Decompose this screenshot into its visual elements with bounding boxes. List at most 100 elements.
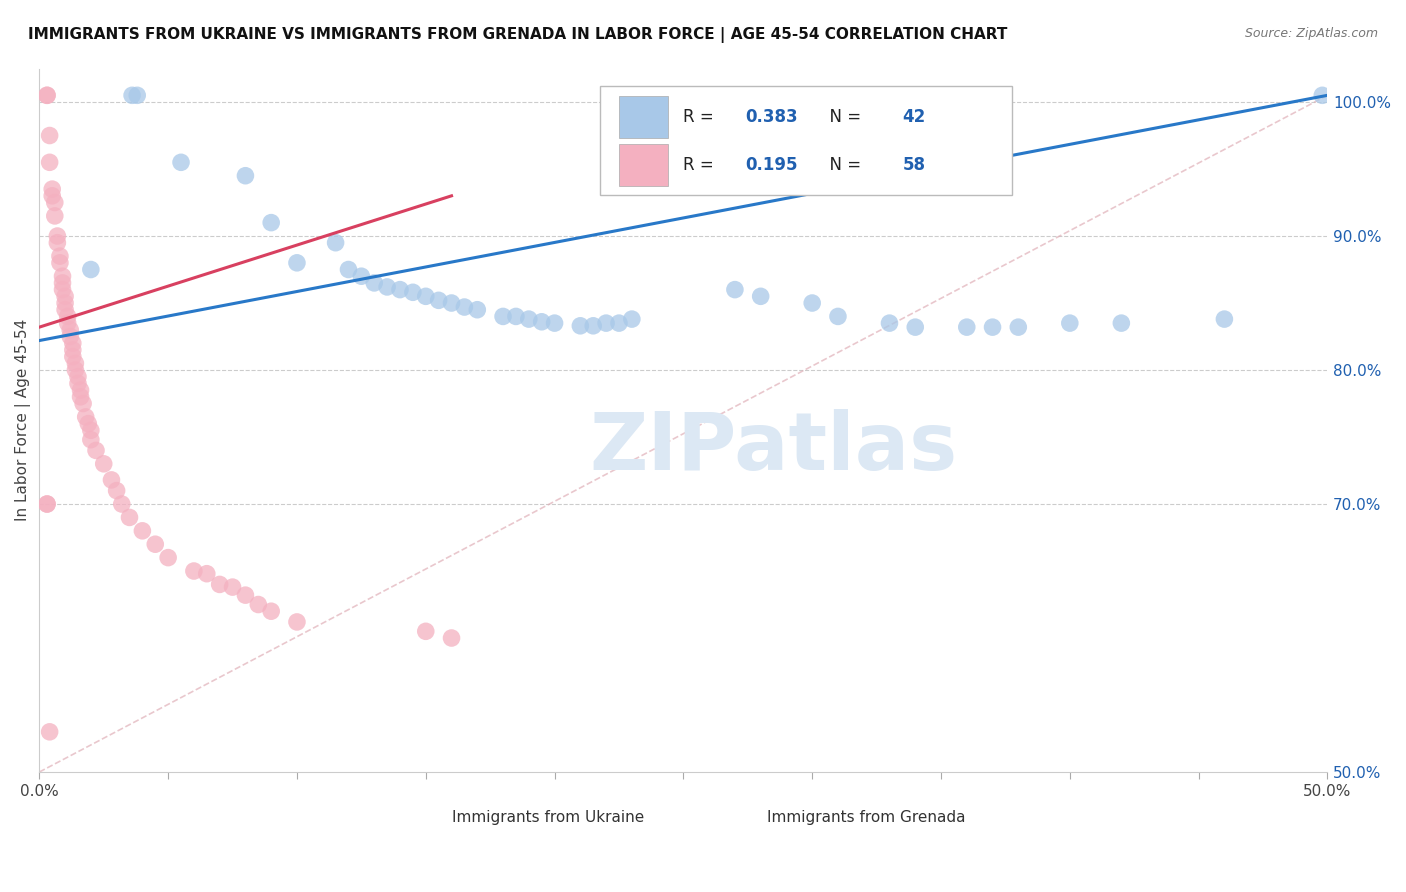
Point <box>285 256 308 270</box>
FancyBboxPatch shape <box>723 804 758 830</box>
Point <box>49 256 72 270</box>
Point <box>260 216 283 230</box>
Point <box>44 195 66 210</box>
Text: IMMIGRANTS FROM UKRAINE VS IMMIGRANTS FROM GRENADA IN LABOR FORCE | AGE 45-54 CO: IMMIGRANTS FROM UKRAINE VS IMMIGRANTS FR… <box>28 27 1008 43</box>
Point <box>195 566 218 581</box>
Point <box>100 473 122 487</box>
Point <box>724 283 747 297</box>
Point <box>53 289 76 303</box>
Point <box>69 390 91 404</box>
Point <box>51 283 73 297</box>
Point <box>53 302 76 317</box>
Point <box>1310 88 1333 103</box>
Point <box>65 363 87 377</box>
Point <box>93 457 115 471</box>
Point <box>80 262 103 277</box>
Y-axis label: In Labor Force | Age 45-54: In Labor Force | Age 45-54 <box>15 319 31 522</box>
Point <box>69 383 91 397</box>
Point <box>56 310 79 324</box>
Point <box>80 423 103 437</box>
Point <box>247 598 270 612</box>
Point <box>143 537 166 551</box>
Point <box>363 276 385 290</box>
Point <box>118 510 141 524</box>
Point <box>41 182 63 196</box>
Point <box>208 577 231 591</box>
Point <box>904 320 927 334</box>
Point <box>543 316 565 330</box>
Point <box>131 524 153 538</box>
Point <box>492 310 515 324</box>
Point <box>66 369 89 384</box>
Text: N =: N = <box>818 155 866 174</box>
Point <box>956 320 979 334</box>
Point <box>285 615 308 629</box>
Point <box>35 88 58 103</box>
Point <box>53 296 76 310</box>
Point <box>75 409 97 424</box>
Point <box>59 329 82 343</box>
Point <box>46 235 69 250</box>
Point <box>235 588 257 602</box>
Point <box>375 280 398 294</box>
Point <box>121 88 143 103</box>
Point <box>56 316 79 330</box>
Text: N =: N = <box>818 108 866 126</box>
Text: 42: 42 <box>903 108 925 126</box>
Point <box>415 289 437 303</box>
Point <box>62 336 84 351</box>
Point <box>388 283 411 297</box>
Point <box>35 497 58 511</box>
Point <box>1007 320 1029 334</box>
Text: R =: R = <box>683 155 720 174</box>
Point <box>157 550 180 565</box>
Text: Immigrants from Grenada: Immigrants from Grenada <box>768 810 966 824</box>
Point <box>595 316 617 330</box>
Point <box>84 443 107 458</box>
Point <box>749 289 772 303</box>
FancyBboxPatch shape <box>619 144 668 186</box>
Point <box>41 189 63 203</box>
Text: Immigrants from Ukraine: Immigrants from Ukraine <box>451 810 644 824</box>
Point <box>38 724 60 739</box>
Point <box>1059 316 1081 330</box>
FancyBboxPatch shape <box>600 87 1012 195</box>
Point <box>827 310 849 324</box>
Point <box>221 580 243 594</box>
Point <box>62 343 84 357</box>
Text: 58: 58 <box>903 155 925 174</box>
Text: ZIPatlas: ZIPatlas <box>589 409 957 487</box>
Point <box>569 318 592 333</box>
Point <box>402 285 425 300</box>
Point <box>350 269 373 284</box>
Point <box>879 316 901 330</box>
Point <box>80 433 103 447</box>
Point <box>66 376 89 391</box>
Point <box>1213 312 1236 326</box>
Point <box>77 417 100 431</box>
Point <box>183 564 205 578</box>
Point <box>105 483 128 498</box>
Point <box>620 312 643 326</box>
FancyBboxPatch shape <box>619 95 668 137</box>
Point <box>65 356 87 370</box>
Point <box>127 88 149 103</box>
Text: 0.195: 0.195 <box>745 155 797 174</box>
Point <box>1111 316 1133 330</box>
Point <box>51 276 73 290</box>
Point <box>170 155 193 169</box>
Point <box>44 209 66 223</box>
Point <box>35 88 58 103</box>
Point <box>582 318 605 333</box>
Point <box>49 249 72 263</box>
Point <box>465 302 488 317</box>
Text: R =: R = <box>683 108 720 126</box>
Point <box>72 396 94 410</box>
Point <box>801 296 824 310</box>
Point <box>505 310 527 324</box>
Point <box>440 631 463 645</box>
Point <box>981 320 1004 334</box>
Point <box>517 312 540 326</box>
Text: Source: ZipAtlas.com: Source: ZipAtlas.com <box>1244 27 1378 40</box>
Text: 0.383: 0.383 <box>745 108 797 126</box>
